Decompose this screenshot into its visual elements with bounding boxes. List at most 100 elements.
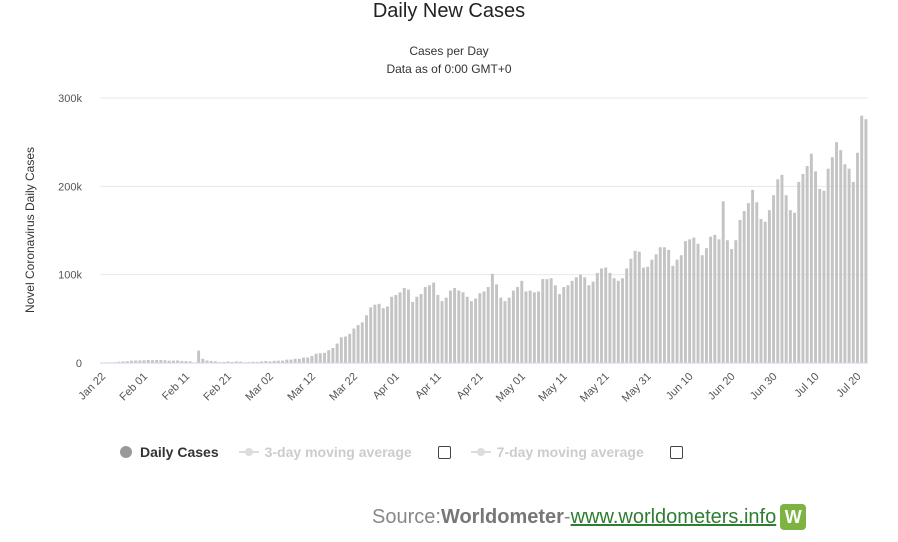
bars[interactable] <box>100 115 868 364</box>
bar[interactable] <box>457 290 461 363</box>
bar[interactable] <box>251 361 255 363</box>
bar[interactable] <box>696 243 700 363</box>
bar[interactable] <box>839 150 843 363</box>
bar[interactable] <box>679 255 683 363</box>
bar[interactable] <box>700 255 704 363</box>
bar[interactable] <box>440 301 444 363</box>
bar[interactable] <box>134 360 138 363</box>
bar[interactable] <box>230 361 234 363</box>
bar[interactable] <box>503 301 507 363</box>
bar[interactable] <box>402 287 406 363</box>
bar[interactable] <box>780 174 784 363</box>
bar[interactable] <box>553 285 557 363</box>
bar[interactable] <box>604 267 608 363</box>
bar[interactable] <box>574 277 578 363</box>
bar[interactable] <box>851 181 855 363</box>
bar[interactable] <box>474 298 478 363</box>
bar[interactable] <box>776 179 780 363</box>
bar[interactable] <box>377 303 381 363</box>
bar[interactable] <box>528 290 532 363</box>
bar[interactable] <box>365 315 368 363</box>
bar[interactable] <box>356 325 360 363</box>
bar[interactable] <box>272 360 276 363</box>
bar[interactable] <box>281 360 285 363</box>
bar[interactable] <box>469 301 473 363</box>
bar[interactable] <box>188 361 192 363</box>
bar[interactable] <box>348 333 352 363</box>
bar[interactable] <box>646 266 650 363</box>
bar[interactable] <box>314 353 318 363</box>
bar[interactable] <box>600 268 603 363</box>
bar[interactable] <box>146 360 150 363</box>
bar[interactable] <box>809 153 813 363</box>
bar[interactable] <box>226 361 230 364</box>
bar[interactable] <box>763 221 767 363</box>
bar[interactable] <box>629 258 633 363</box>
bar[interactable] <box>767 210 771 363</box>
bar[interactable] <box>784 195 788 363</box>
bar[interactable] <box>239 361 243 363</box>
bar[interactable] <box>171 360 175 363</box>
bar[interactable] <box>843 164 847 363</box>
bar[interactable] <box>176 360 180 363</box>
bar[interactable] <box>793 212 797 363</box>
bar[interactable] <box>746 203 750 363</box>
bar[interactable] <box>805 166 809 363</box>
bar[interactable] <box>423 287 427 363</box>
bar[interactable] <box>448 290 452 363</box>
legend-7day-average[interactable]: 7-day moving average <box>470 444 683 460</box>
legend-3day-average[interactable]: 3-day moving average <box>238 444 451 460</box>
bar[interactable] <box>205 360 209 363</box>
bar[interactable] <box>465 296 469 363</box>
legend-daily-cases[interactable]: Daily Cases <box>120 444 219 460</box>
bar[interactable] <box>675 259 679 363</box>
bar[interactable] <box>427 285 431 363</box>
bar[interactable] <box>432 282 436 363</box>
bar[interactable] <box>318 353 322 363</box>
bar[interactable] <box>150 360 154 363</box>
bar[interactable] <box>453 287 457 363</box>
bar[interactable] <box>390 296 394 363</box>
bar[interactable] <box>159 360 163 363</box>
bar[interactable] <box>327 350 331 363</box>
source-link[interactable]: www.worldometers.info <box>570 505 777 528</box>
bar[interactable] <box>814 171 818 363</box>
bar[interactable] <box>751 189 755 363</box>
bar[interactable] <box>650 259 654 363</box>
bar[interactable] <box>847 168 851 363</box>
bar[interactable] <box>117 361 121 363</box>
bar[interactable] <box>234 361 238 363</box>
bar[interactable] <box>738 219 742 363</box>
bar[interactable] <box>121 361 125 363</box>
bar[interactable] <box>562 287 566 363</box>
bar[interactable] <box>524 291 528 363</box>
bar[interactable] <box>637 251 641 363</box>
bar[interactable] <box>788 210 792 363</box>
bar[interactable] <box>633 250 637 363</box>
bar[interactable] <box>323 352 326 363</box>
bar[interactable] <box>201 358 205 363</box>
bar[interactable] <box>579 274 582 363</box>
bar[interactable] <box>654 254 658 363</box>
bar[interactable] <box>616 280 620 363</box>
bar[interactable] <box>801 173 805 363</box>
bar[interactable] <box>742 211 746 363</box>
bar[interactable] <box>499 297 503 363</box>
bar[interactable] <box>730 249 734 363</box>
bar[interactable] <box>360 322 364 363</box>
bar[interactable] <box>289 359 293 363</box>
bar[interactable] <box>213 361 217 363</box>
bar[interactable] <box>490 273 494 363</box>
bar[interactable] <box>184 361 188 363</box>
worldometer-logo-icon[interactable]: W <box>780 504 807 530</box>
bar[interactable] <box>541 279 545 363</box>
bar[interactable] <box>381 308 385 363</box>
bar[interactable] <box>255 361 259 363</box>
bar[interactable] <box>612 278 616 363</box>
bar[interactable] <box>486 287 490 363</box>
bar[interactable] <box>671 265 675 363</box>
bar[interactable] <box>222 361 226 363</box>
bar[interactable] <box>285 359 289 363</box>
bar[interactable] <box>683 241 687 363</box>
bar[interactable] <box>704 248 708 363</box>
